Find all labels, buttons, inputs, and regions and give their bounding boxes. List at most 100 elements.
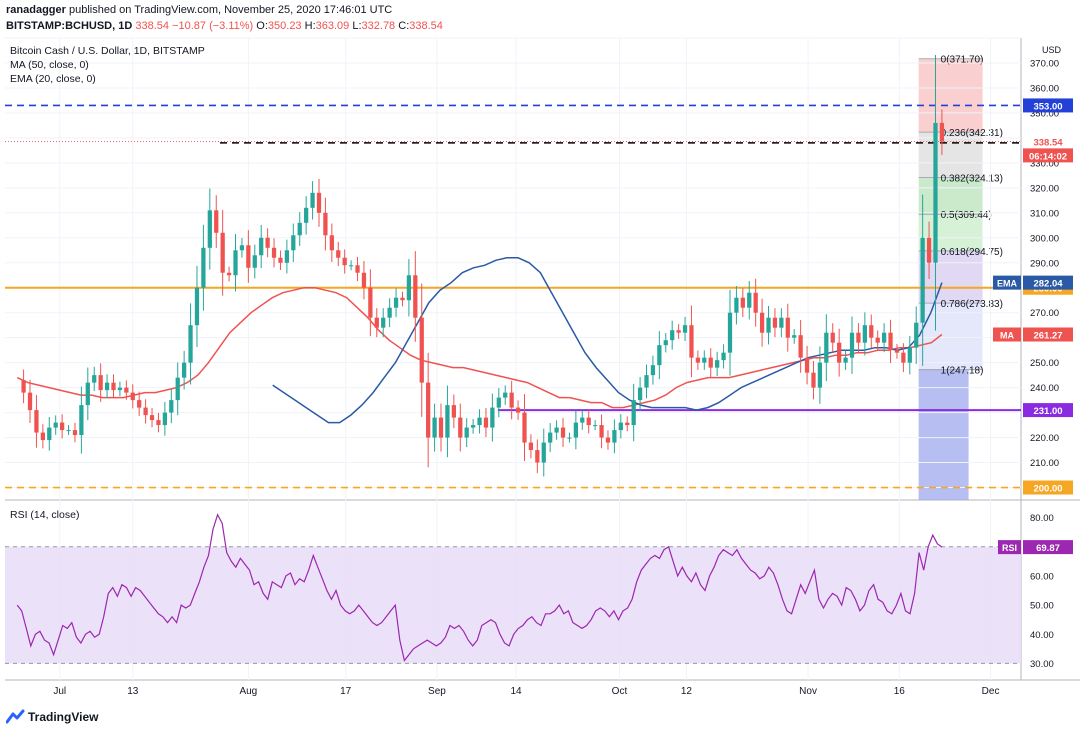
countdown-badge-bg[interactable] (1023, 148, 1073, 163)
candle[interactable] (342, 257, 347, 266)
candle[interactable] (438, 417, 444, 438)
candle[interactable] (40, 432, 45, 441)
candle[interactable] (830, 332, 835, 343)
candle[interactable] (490, 407, 495, 428)
rsi-value-badge-bg[interactable] (1023, 540, 1073, 555)
candle[interactable] (291, 235, 296, 251)
candle[interactable] (310, 192, 315, 208)
candle[interactable] (226, 272, 232, 276)
candle[interactable] (843, 357, 848, 363)
last-price-badge-bg[interactable] (1023, 134, 1073, 149)
candle[interactable] (907, 347, 912, 363)
candle[interactable] (182, 362, 187, 378)
indicator-tag-bg[interactable] (993, 275, 1021, 290)
candle[interactable] (593, 425, 598, 427)
candle[interactable] (445, 405, 450, 438)
candle[interactable] (220, 232, 225, 273)
candle[interactable] (734, 297, 739, 313)
candle[interactable] (901, 352, 906, 363)
candle[interactable] (894, 350, 900, 353)
candle[interactable] (676, 330, 681, 333)
candle[interactable] (811, 372, 816, 388)
candle[interactable] (824, 332, 829, 363)
candle[interactable] (817, 362, 823, 388)
candle[interactable] (79, 405, 84, 436)
candle[interactable] (111, 382, 116, 391)
rsi-tag-bg[interactable] (998, 540, 1021, 555)
candle[interactable] (98, 375, 103, 391)
candle[interactable] (143, 407, 148, 416)
candle[interactable] (162, 412, 167, 426)
candle[interactable] (939, 122, 945, 142)
candle[interactable] (323, 212, 328, 236)
candle[interactable] (926, 237, 932, 263)
candle[interactable] (560, 427, 566, 438)
candle[interactable] (862, 325, 867, 343)
candle[interactable] (368, 287, 373, 318)
author-name[interactable]: ranadagger (6, 4, 66, 16)
candle[interactable] (599, 425, 604, 438)
candle[interactable] (798, 335, 803, 358)
ma-legend[interactable]: MA (50, close, 0) (10, 59, 89, 71)
candle[interactable] (933, 122, 938, 263)
candle[interactable] (92, 375, 97, 383)
candle[interactable] (284, 250, 290, 263)
candle[interactable] (528, 442, 534, 451)
candle[interactable] (156, 420, 161, 426)
candle[interactable] (85, 382, 90, 406)
symbol-label[interactable]: BITSTAMP:BCHUSD, 1D (6, 20, 133, 32)
candle[interactable] (849, 332, 855, 358)
candle[interactable] (169, 400, 174, 413)
candle[interactable] (27, 392, 33, 411)
candle[interactable] (66, 430, 71, 432)
candle[interactable] (406, 275, 412, 301)
candle[interactable] (361, 272, 367, 288)
candle[interactable] (689, 325, 694, 358)
candle[interactable] (297, 222, 302, 236)
candle[interactable] (374, 317, 379, 328)
candle[interactable] (381, 317, 386, 328)
candle[interactable] (252, 255, 257, 268)
candle[interactable] (779, 317, 784, 328)
candle[interactable] (400, 297, 405, 301)
candle[interactable] (586, 417, 591, 426)
tradingview-logo-icon[interactable] (5, 709, 26, 728)
candle[interactable] (792, 335, 797, 338)
candle[interactable] (271, 247, 277, 258)
candle[interactable] (47, 427, 52, 441)
level-badge-bg[interactable] (1023, 403, 1073, 418)
candle[interactable] (413, 275, 418, 318)
candle[interactable] (759, 312, 765, 333)
candle[interactable] (535, 450, 540, 463)
candle[interactable] (515, 407, 521, 413)
candle[interactable] (137, 400, 142, 408)
candle[interactable] (233, 250, 238, 276)
candle[interactable] (715, 360, 720, 368)
candle[interactable] (509, 392, 514, 408)
candle[interactable] (670, 330, 675, 341)
candle[interactable] (104, 382, 110, 391)
candle[interactable] (21, 380, 26, 393)
candle[interactable] (618, 422, 623, 431)
candle[interactable] (702, 357, 707, 363)
ma50-line[interactable] (16, 286, 943, 409)
candle[interactable] (753, 292, 758, 313)
candle[interactable] (914, 322, 919, 348)
candle[interactable] (881, 332, 887, 343)
candle[interactable] (580, 417, 585, 423)
candle[interactable] (387, 307, 392, 318)
candle[interactable] (246, 245, 251, 268)
candle[interactable] (53, 422, 58, 428)
level-badge-bg[interactable] (1023, 98, 1073, 113)
candle[interactable] (663, 340, 668, 346)
candle[interactable] (766, 317, 771, 333)
candle[interactable] (188, 325, 193, 363)
candle[interactable] (682, 325, 688, 333)
candle[interactable] (567, 437, 572, 439)
candle[interactable] (304, 207, 309, 223)
candle[interactable] (348, 265, 354, 267)
candle[interactable] (875, 337, 880, 343)
candle[interactable] (483, 417, 489, 428)
candle[interactable] (130, 392, 135, 401)
candle[interactable] (522, 412, 527, 443)
